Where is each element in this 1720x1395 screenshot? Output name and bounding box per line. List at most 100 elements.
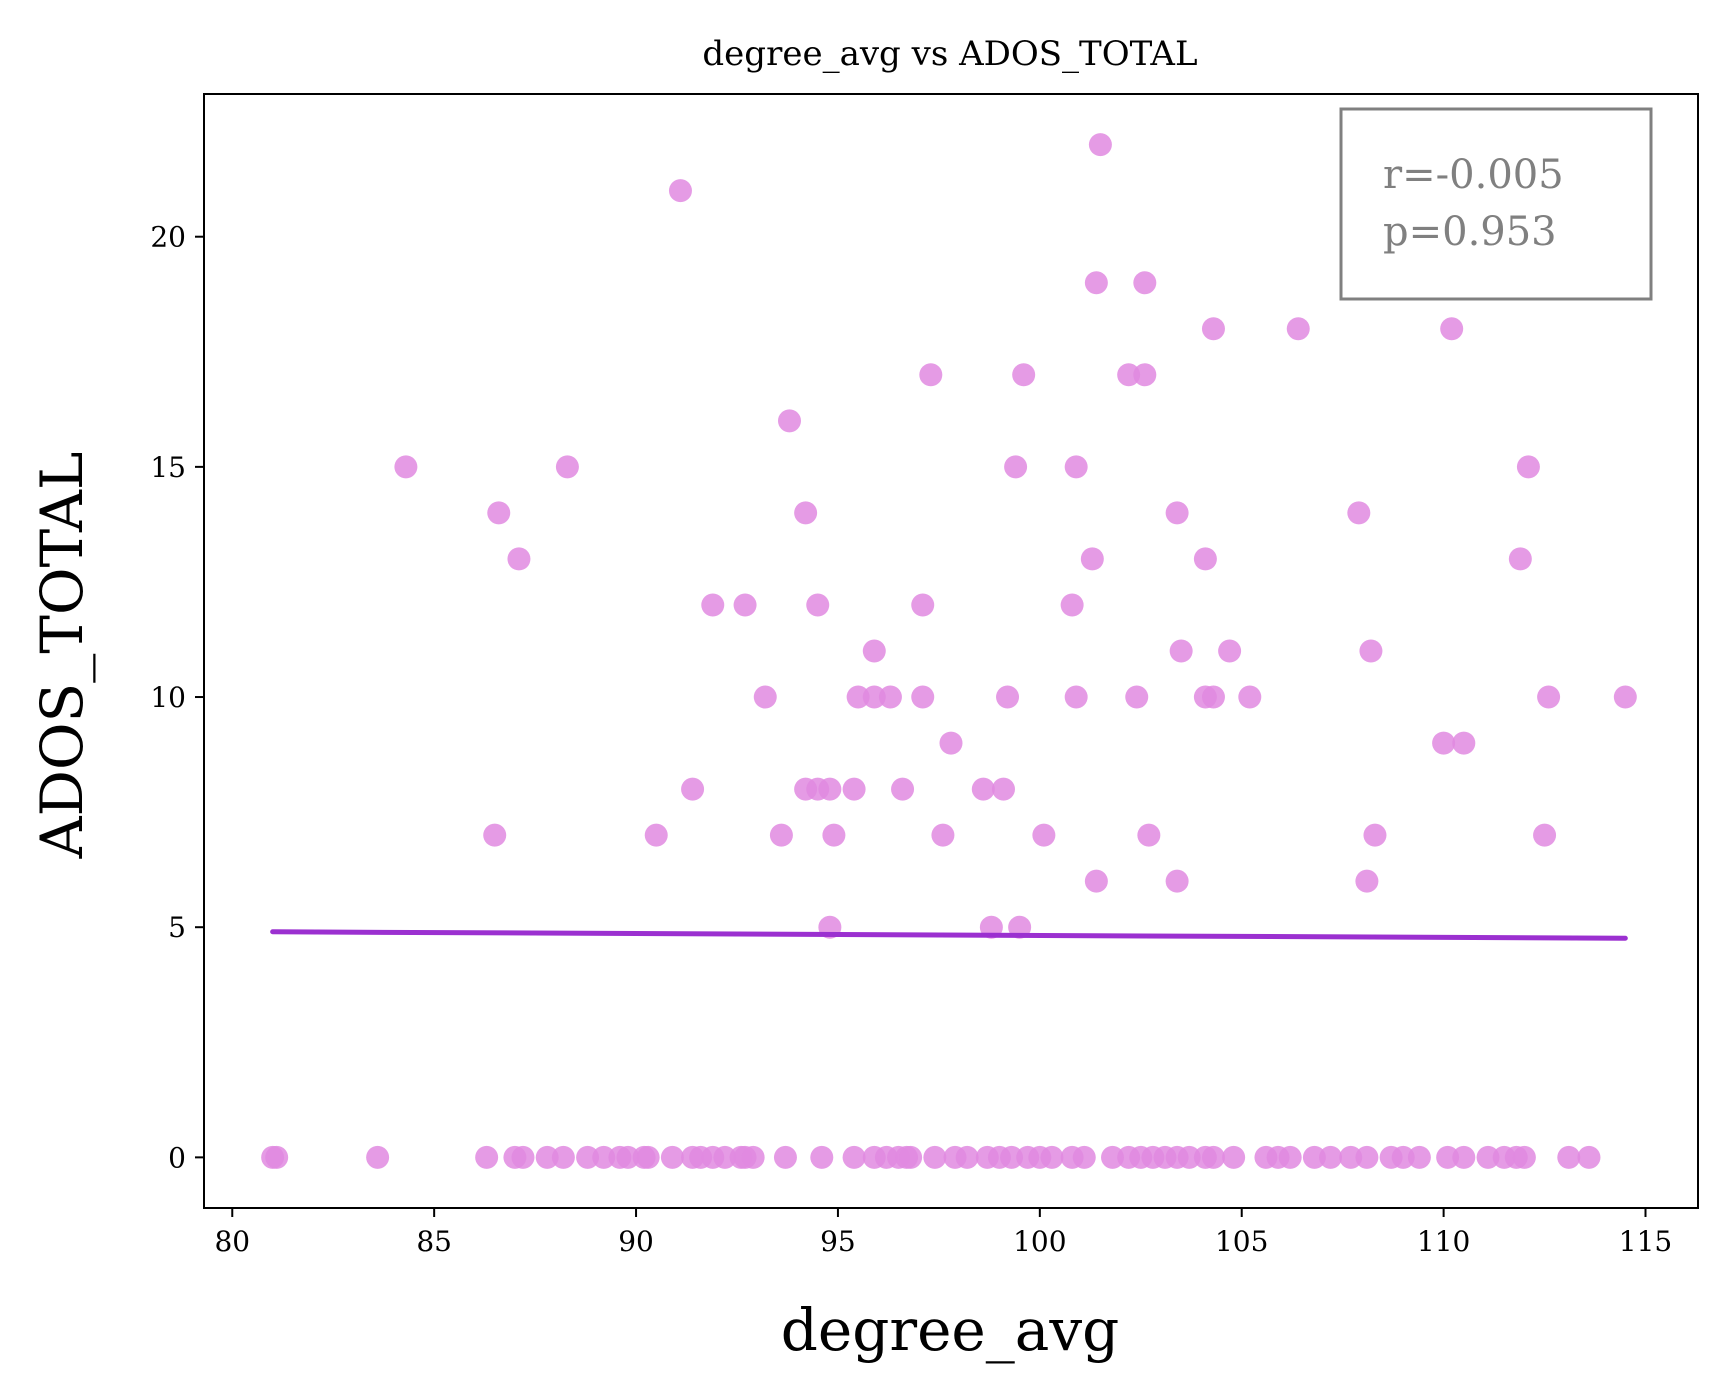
correlation-r-text: r=-0.005: [1383, 152, 1564, 198]
data-point: [996, 685, 1020, 709]
data-point: [483, 823, 507, 847]
x-tick-label: 90: [618, 1225, 654, 1258]
plot-area: 80 85 90 95 100 105 110 115 0 5 10 15 20: [150, 93, 1699, 1258]
data-point: [1557, 1145, 1581, 1169]
data-point: [1101, 1145, 1125, 1169]
data-point: [842, 1145, 866, 1169]
stats-box-frame: [1339, 107, 1653, 301]
data-point: [1165, 501, 1189, 525]
data-point: [660, 1145, 684, 1169]
data-point: [701, 593, 725, 617]
data-point: [1165, 869, 1189, 893]
data-point: [842, 777, 866, 801]
data-point: [733, 593, 757, 617]
data-point: [1577, 1145, 1601, 1169]
data-point: [1508, 547, 1532, 571]
data-point: [911, 593, 935, 617]
data-point: [1012, 363, 1036, 387]
data-point: [1072, 1145, 1096, 1169]
data-point: [1004, 455, 1028, 479]
y-tick-label: 15: [150, 451, 186, 484]
data-point: [923, 1145, 947, 1169]
data-point: [487, 501, 511, 525]
data-point: [955, 1145, 979, 1169]
data-point: [1516, 455, 1540, 479]
data-point: [931, 823, 955, 847]
data-point: [769, 823, 793, 847]
data-point: [1533, 823, 1557, 847]
data-point: [753, 685, 777, 709]
data-point: [1125, 685, 1149, 709]
data-point: [1222, 1145, 1246, 1169]
data-point: [1432, 731, 1456, 755]
data-point: [576, 1145, 600, 1169]
chart-title: degree_avg vs ADOS_TOTAL: [702, 34, 1197, 74]
data-point: [806, 593, 830, 617]
data-point: [862, 639, 886, 663]
data-point: [265, 1145, 289, 1169]
data-point: [592, 1145, 616, 1169]
data-point: [862, 685, 886, 709]
data-point: [818, 777, 842, 801]
data-point: [1452, 731, 1476, 755]
p-value-text: p=0.953: [1383, 209, 1557, 255]
data-point: [535, 1145, 559, 1169]
data-point: [366, 1145, 390, 1169]
x-tick-label: 115: [1619, 1225, 1672, 1258]
data-point: [1347, 501, 1371, 525]
regression-line: [270, 929, 1628, 941]
data-point: [1407, 1145, 1431, 1169]
data-point: [644, 823, 668, 847]
data-point: [1363, 823, 1387, 847]
x-tick-label: 80: [214, 1225, 250, 1258]
data-point: [1060, 593, 1084, 617]
data-point: [741, 1145, 765, 1169]
data-point: [507, 547, 531, 571]
data-point: [1080, 547, 1104, 571]
data-point: [1084, 869, 1108, 893]
data-point: [911, 685, 935, 709]
stats-box: r=-0.005 p=0.953: [1339, 107, 1653, 301]
y-tick-label: 20: [150, 221, 186, 254]
data-point: [919, 363, 943, 387]
data-point: [1218, 639, 1242, 663]
x-tick-label: 100: [1013, 1225, 1066, 1258]
data-point: [878, 685, 902, 709]
data-point: [1302, 1145, 1326, 1169]
data-point: [1238, 685, 1262, 709]
plot-frame: [203, 93, 1699, 1209]
data-point: [1088, 133, 1112, 157]
data-point: [616, 1145, 640, 1169]
data-point: [1201, 1145, 1225, 1169]
data-point: [636, 1145, 660, 1169]
data-point: [1032, 823, 1056, 847]
data-point: [1117, 363, 1141, 387]
data-point: [1476, 1145, 1500, 1169]
data-point: [713, 1145, 737, 1169]
x-tick-label: 95: [820, 1225, 856, 1258]
y-axis-label: ADOS_TOTAL: [28, 452, 96, 860]
data-point: [794, 501, 818, 525]
data-point: [1133, 271, 1157, 295]
data-point: [1512, 1145, 1536, 1169]
data-point: [1440, 317, 1464, 341]
data-point: [1355, 1145, 1379, 1169]
data-point: [899, 1145, 923, 1169]
data-point: [939, 731, 963, 755]
y-tick-label: 10: [150, 681, 186, 714]
y-tick-label: 5: [168, 911, 186, 944]
data-point: [1339, 1145, 1363, 1169]
data-point: [822, 823, 846, 847]
data-point: [1040, 1145, 1064, 1169]
x-axis-label: degree_avg: [781, 1296, 1119, 1364]
data-point: [475, 1145, 499, 1169]
x-tick-label: 105: [1215, 1225, 1268, 1258]
data-point: [773, 1145, 797, 1169]
data-point: [1084, 271, 1108, 295]
data-point: [1000, 1145, 1024, 1169]
data-point: [1537, 685, 1561, 709]
data-point: [555, 455, 579, 479]
data-point: [1133, 363, 1157, 387]
data-point: [1169, 639, 1193, 663]
data-point: [668, 179, 692, 203]
